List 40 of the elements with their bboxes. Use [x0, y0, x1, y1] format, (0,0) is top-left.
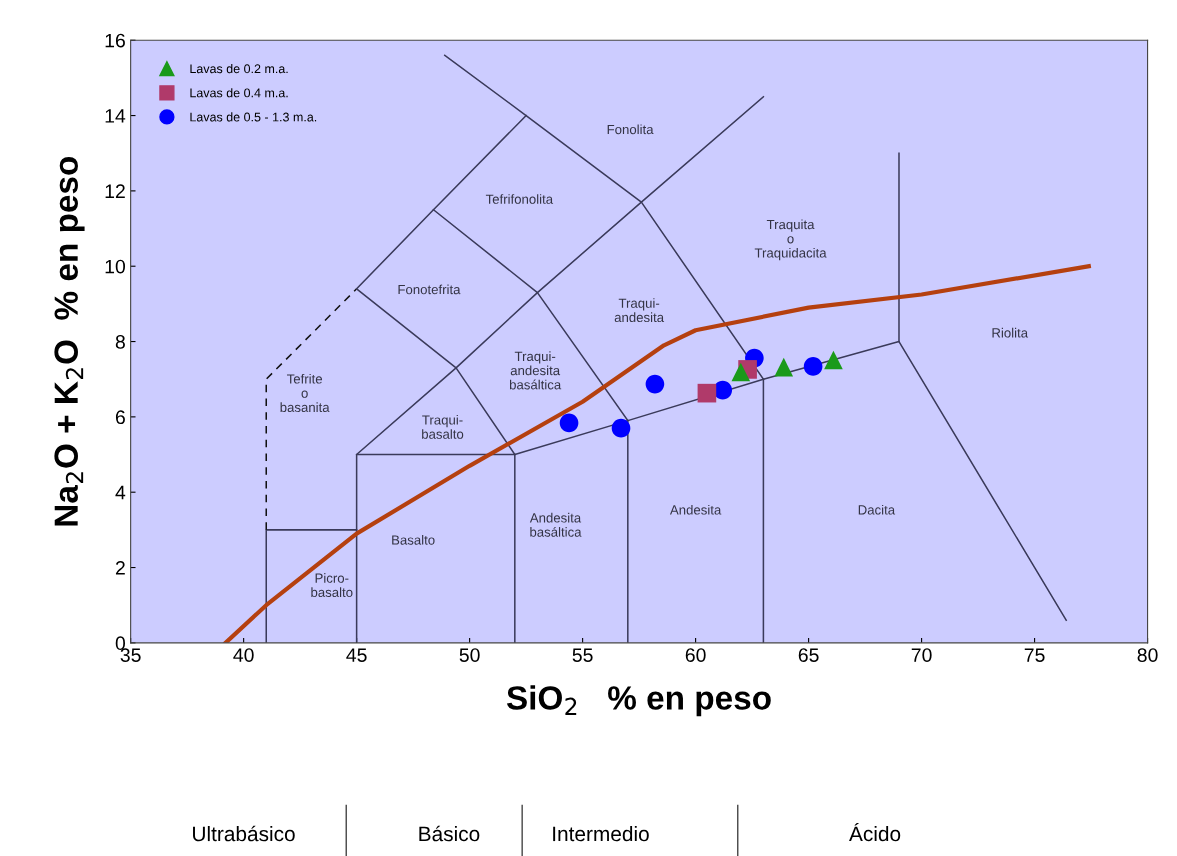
- annotation: Basalto: [392, 535, 435, 545]
- x-tick-label: 50: [459, 648, 480, 662]
- annotation: Dacita: [858, 504, 896, 515]
- text: SiO$_{2}$ % en peso: [506, 685, 771, 717]
- annotation: Tefrifonolita: [485, 194, 554, 204]
- legend-label: Lavas de 0.4 m.a.: [190, 88, 288, 98]
- text: Intermedio: [553, 825, 649, 842]
- legend-label: Lavas de 0.2 m.a.: [190, 63, 288, 74]
- y-tick-label: 8: [115, 335, 125, 349]
- x-tick-label: 80: [1137, 648, 1158, 662]
- x-tick-label: 70: [911, 648, 932, 662]
- x-tick-label: 65: [798, 648, 819, 662]
- annotation: Riolita: [992, 327, 1029, 338]
- y-tick-label: 12: [105, 184, 125, 198]
- annotation: Fonotefrita: [398, 284, 461, 295]
- y-tick-label: 10: [105, 259, 126, 274]
- x-tick-label: 55: [572, 648, 593, 662]
- x-tick-label: 40: [233, 648, 254, 662]
- annotation: Traquita o Traquidacita: [754, 219, 827, 261]
- annotation: Andesita: [669, 504, 722, 515]
- annotation: Traqui- andesita: [614, 298, 665, 323]
- legend-label: Lavas de 0.5 - 1.3 m.a.: [190, 112, 317, 122]
- x-tick-label: 45: [346, 648, 367, 662]
- x-tick-label: 60: [685, 648, 706, 662]
- x-tick-label: 75: [1024, 648, 1045, 662]
- annotation: Traqui- andesita basáltica: [509, 351, 562, 390]
- y-tick-label: 16: [105, 33, 125, 48]
- text: Ultrabásico: [193, 825, 295, 842]
- y-tick-label: 6: [115, 410, 125, 425]
- annotation: Picro- basalto: [311, 573, 353, 598]
- y-tick-label: 4: [115, 485, 126, 500]
- annotation: Fonolita: [607, 124, 654, 135]
- y-axis-title: Na$_{2}$O + K$_{2}$O % en peso: [54, 156, 85, 526]
- annotation: Tefrite o basanita: [280, 373, 330, 413]
- y-tick-label: 2: [115, 561, 125, 575]
- annotation: Traqui- basalto: [422, 414, 464, 439]
- annotation: Andesita basáltica: [529, 512, 582, 537]
- text: Ácido: [849, 823, 901, 842]
- text: Básico: [419, 825, 480, 842]
- y-tick-label: 14: [105, 109, 126, 123]
